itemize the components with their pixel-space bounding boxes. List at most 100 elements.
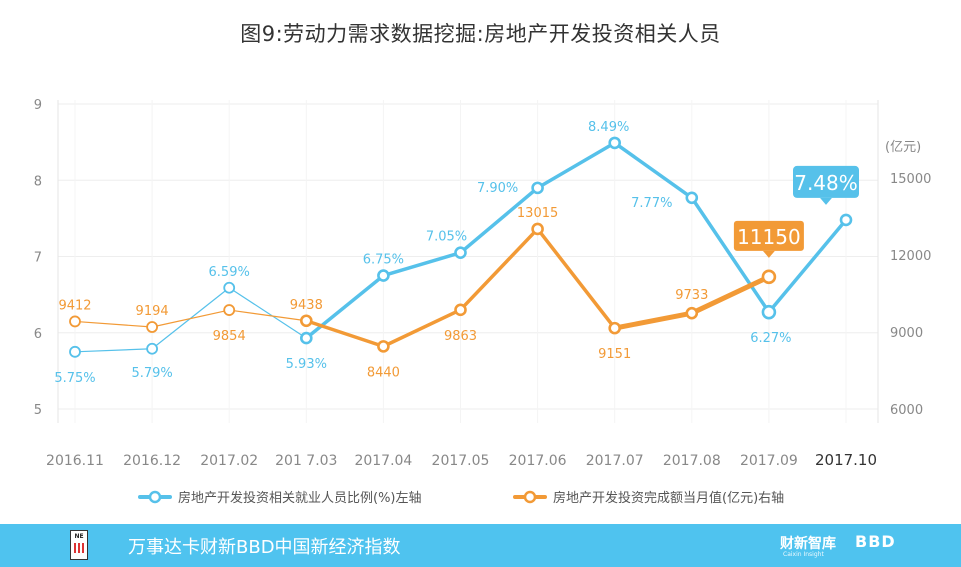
data-point-left	[299, 331, 313, 345]
data-label-right: 8440	[367, 365, 400, 380]
legend-label: 房地产开发投资相关就业人员比例(%)左轴	[178, 490, 422, 506]
data-label-right-highlight: 11150	[737, 225, 801, 249]
series-line-segment-left	[458, 186, 540, 255]
data-label-right: 9151	[598, 347, 631, 362]
x-tick-label: 201 7.03	[275, 453, 337, 469]
footer-partner-logo: BBD	[855, 532, 896, 551]
data-label-left: 6.27%	[750, 331, 791, 346]
y-left-tick-label: 5	[34, 403, 42, 418]
data-label-left: 7.77%	[631, 196, 672, 211]
data-label-left: 7.05%	[426, 230, 467, 245]
callout-pointer-left	[820, 197, 832, 205]
line-chart: 9 8 7 6 5 (亿元) 15000 12000 9000 6000 2016.11 2016.1…	[34, 98, 932, 506]
y-right-unit-label: (亿元)	[885, 140, 921, 155]
data-point-right	[299, 314, 313, 328]
x-tick-label: 2017.08	[663, 453, 721, 469]
y-right-tick-label: 6000	[890, 403, 923, 418]
series-line-segment-left	[690, 196, 771, 314]
series-line-segment-right	[381, 308, 463, 349]
data-label-right: 9733	[675, 288, 708, 303]
series-line-segment-left	[74, 348, 153, 353]
y-right-tick-label: 9000	[890, 326, 923, 341]
series-line-segment-left	[381, 250, 463, 278]
footer-index-name: 万事达卡财新BBD中国新经济指数	[128, 537, 401, 558]
data-point-left	[69, 345, 81, 358]
data-point-left	[377, 269, 390, 282]
series-line-segment-right	[228, 309, 307, 322]
legend-swatch-point	[148, 490, 162, 504]
data-labels: 5.75% 5.79% 6.59% 5.93% 6.75% 7.05% 7.90% 8.49%…	[54, 120, 859, 386]
footer-brand: 财新智库	[780, 536, 836, 552]
callout-box-right	[733, 220, 804, 251]
x-tick-label: 2016.11	[46, 453, 104, 469]
series-line-segment-right	[304, 319, 386, 349]
x-tick-label: 2017.04	[354, 453, 412, 469]
data-point-left	[685, 191, 699, 205]
y-left-tick-label: 8	[34, 174, 42, 189]
data-point-right	[377, 340, 390, 353]
axis-ticks: 9 8 7 6 5 (亿元) 15000 12000 9000 6000 2016.11 2016.1…	[34, 98, 932, 469]
data-point-right	[454, 303, 467, 317]
data-label-left: 6.59%	[209, 265, 250, 280]
x-tick-label: 2017.02	[200, 453, 258, 469]
data-point-left	[531, 181, 544, 195]
grid-lines	[57, 100, 879, 423]
series-points	[69, 136, 853, 358]
data-point-left	[223, 281, 236, 294]
series-line-segment-right	[74, 320, 153, 328]
series-line-segment-right	[151, 309, 230, 328]
footer-brand-sub: Caixin Insight	[783, 551, 824, 558]
data-point-left	[761, 304, 777, 320]
data-label-right: 9863	[444, 329, 477, 344]
series-line-segment-right	[612, 310, 695, 331]
series-line-segment-left	[612, 141, 694, 200]
series-line-segment-left	[304, 273, 386, 340]
y-right-tick-label: 15000	[890, 172, 931, 187]
data-label-right: 9854	[213, 329, 246, 344]
data-label-left: 8.49%	[588, 120, 629, 135]
x-tick-label: 2017.10	[815, 451, 877, 469]
series-line-segment-right	[535, 227, 617, 330]
data-point-right	[69, 315, 81, 328]
legend-label: 房地产开发投资完成额当月值(亿元)右轴	[553, 490, 784, 506]
series-line-segment-left	[767, 218, 848, 314]
x-tick-label: 2017.09	[740, 453, 798, 469]
y-left-tick-label: 6	[34, 327, 42, 342]
series-line-segment-right	[689, 274, 772, 316]
series-line-segment-left	[228, 287, 307, 339]
data-point-left	[454, 246, 467, 259]
callout-pointer-right	[762, 250, 775, 258]
data-point-right	[608, 321, 622, 335]
series-line-segment-right	[458, 227, 540, 312]
data-label-left: 5.75%	[54, 371, 95, 386]
series-line-segment-left	[535, 141, 617, 190]
data-point-left	[146, 342, 159, 355]
series-lines	[74, 141, 848, 353]
x-tick-label: 2017.05	[432, 453, 490, 469]
y-left-tick-label: 7	[34, 251, 42, 266]
legend-swatch-point	[523, 490, 537, 504]
x-tick-label: 2017.07	[586, 453, 644, 469]
data-label-left: 6.75%	[363, 253, 404, 268]
data-label-left: 5.79%	[131, 366, 172, 381]
data-point-left	[608, 136, 622, 150]
data-label-right: 9412	[58, 298, 91, 313]
chart-title: 图9:劳动力需求数据挖掘:房地产开发投资相关人员	[240, 22, 721, 46]
data-point-right	[685, 306, 699, 320]
data-point-right	[761, 269, 777, 285]
data-point-right	[223, 304, 236, 316]
data-label-left: 5.93%	[286, 357, 327, 372]
data-label-left-highlight: 7.48%	[794, 171, 858, 195]
data-label-right: 9438	[290, 298, 323, 313]
footer-bar: NE 万事达卡财新BBD中国新经济指数 财新智库 Caixin Insight …	[0, 524, 961, 567]
data-label-left: 7.90%	[477, 181, 518, 196]
callout-box-left	[793, 165, 859, 198]
new-economy-logo-icon: NE	[70, 530, 88, 560]
data-label-right: 9194	[136, 304, 169, 319]
y-right-tick-label: 12000	[890, 249, 931, 264]
x-tick-label: 2016.12	[123, 453, 181, 469]
data-point-left	[839, 213, 853, 227]
data-point-right	[531, 222, 544, 236]
legend: 房地产开发投资相关就业人员比例(%)左轴 房地产开发投资完成额当月值(亿元)右轴	[138, 490, 784, 506]
y-left-tick-label: 9	[34, 98, 42, 113]
